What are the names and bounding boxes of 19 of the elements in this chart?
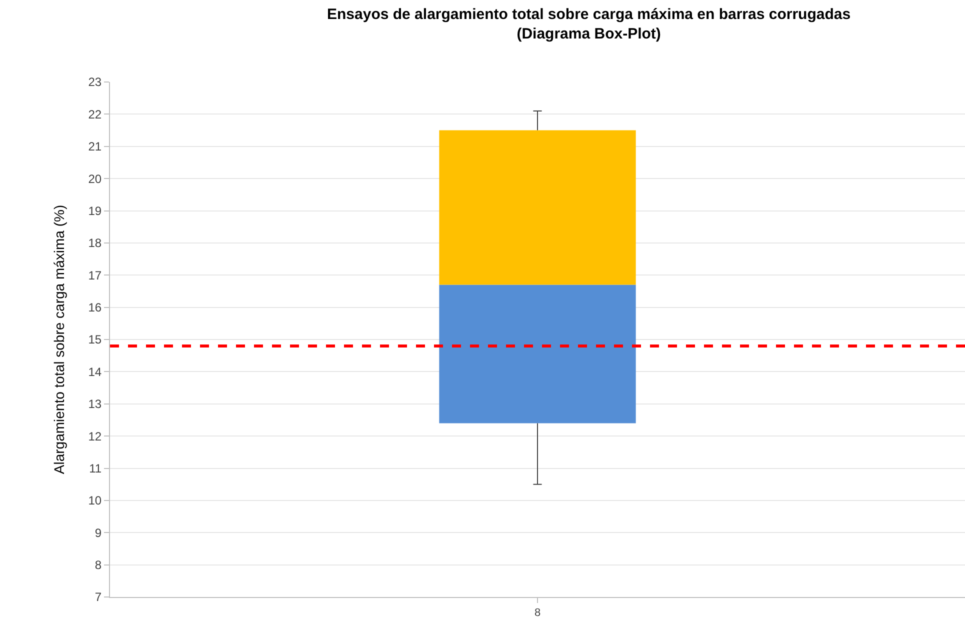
- y-tick-label: 11: [89, 461, 102, 476]
- y-tick-label: 20: [88, 172, 102, 186]
- y-tick-label: 7: [94, 590, 102, 604]
- y-tick-label: 16: [88, 300, 102, 315]
- y-tick-label: 14: [88, 364, 102, 379]
- y-tick-label: 22: [88, 107, 102, 122]
- y-tick-label: 21: [88, 140, 102, 154]
- y-tick-label: 19: [88, 204, 102, 218]
- y-tick-label: 10: [88, 494, 102, 508]
- y-axis-title: Alargamiento total sobre carga máxima (%): [50, 204, 67, 474]
- y-tick-label: 9: [94, 526, 102, 540]
- y-tick-label: 17: [88, 268, 102, 282]
- y-tick-label: 8: [94, 558, 102, 572]
- y-tick-label: 15: [88, 332, 102, 347]
- y-tick-label: 12: [88, 429, 102, 444]
- y-tick-label: 18: [88, 236, 102, 250]
- y-tick-label: 23: [88, 75, 102, 90]
- chart-title: Ensayos de alargamiento total sobre carga máxima en barras corrugadas (Diagrama Box-Plot): [327, 6, 851, 42]
- y-tick-label: 13: [88, 397, 102, 412]
